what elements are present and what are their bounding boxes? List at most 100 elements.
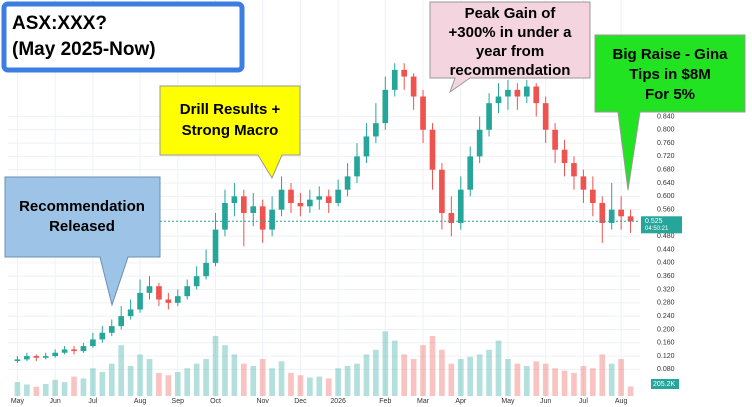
- annotations: ASX:XXX? (May 2025-Now) Recommendation R…: [1, 1, 746, 307]
- annotation-text: Peak Gain of: [465, 5, 557, 22]
- callout: [4, 176, 161, 307]
- callout: [594, 34, 746, 191]
- title: ASX:XXX?: [12, 13, 107, 34]
- candle-body: [391, 69, 398, 90]
- candle-body: [240, 196, 247, 213]
- candle-body: [61, 349, 68, 353]
- candle-body: [52, 352, 58, 357]
- volume-bar: [354, 363, 360, 396]
- candle-body: [448, 212, 455, 223]
- volume-bar: [457, 359, 464, 396]
- volume-bar: [552, 368, 558, 396]
- candle-body: [80, 346, 87, 352]
- y-tick-label: 0.400: [657, 260, 675, 267]
- candle-body: [42, 356, 49, 358]
- candle-body: [514, 89, 521, 97]
- candle-body: [146, 286, 153, 293]
- volume-bar: [61, 382, 68, 396]
- volume-bar: [269, 368, 275, 396]
- volume-bar: [514, 363, 521, 396]
- candle-body: [259, 206, 266, 230]
- candle-body: [552, 129, 558, 150]
- volume-bar: [391, 340, 398, 396]
- candle-body: [486, 103, 492, 130]
- candle-body: [325, 196, 332, 203]
- candle-body: [439, 169, 445, 213]
- candle-body: [127, 309, 134, 317]
- volume-bar: [590, 368, 596, 396]
- candle-body: [599, 202, 606, 223]
- volume-bar: [71, 376, 77, 396]
- candle-body: [542, 103, 549, 130]
- volume-bar: [259, 359, 266, 396]
- candle-body: [14, 359, 21, 362]
- countdown: 04:50:21: [645, 226, 669, 232]
- candle-body: [561, 149, 568, 164]
- volume-bar: [363, 354, 370, 396]
- candle-body: [278, 189, 285, 210]
- x-tick-label: Jun: [50, 398, 61, 405]
- volume-bar: [240, 363, 247, 396]
- candle-body: [344, 176, 351, 190]
- volume-bar: [24, 384, 30, 396]
- volume-bar: [174, 371, 181, 396]
- annotation-text: year from: [476, 43, 544, 60]
- volume-bar: [250, 365, 257, 396]
- volume-bar: [325, 378, 332, 396]
- volume-bar: [410, 359, 417, 396]
- volume-bar: [420, 345, 426, 396]
- annotation-text: Big Raise - Gina: [612, 46, 728, 63]
- y-tick-label: 0.680: [657, 167, 675, 174]
- volume-bar: [99, 371, 106, 396]
- volume-bar: [165, 375, 172, 396]
- x-tick-label: Aug: [615, 398, 628, 405]
- candle-body: [156, 286, 162, 300]
- volume-bar: [203, 359, 209, 396]
- candle-body: [222, 202, 228, 230]
- candle-body: [382, 89, 389, 124]
- annotation-text: Recommendation: [19, 198, 145, 215]
- volume-bar: [467, 356, 474, 396]
- volume-bar: [344, 365, 351, 396]
- volume-bar: [373, 349, 379, 396]
- plot-area: 0.080 0.120 0.160 0.200 0.240 0.280 0.320 0.360…: [8, 0, 682, 405]
- annotation-text: Released: [49, 218, 115, 235]
- y-tick-label: 0.480: [657, 233, 675, 240]
- volume-bar: [627, 386, 634, 396]
- volume-bar: [212, 335, 219, 396]
- candle-body: [533, 86, 540, 104]
- y-tick-label: 0.360: [657, 273, 675, 280]
- candle-body: [250, 206, 257, 213]
- volume-bar: [156, 372, 162, 396]
- x-tick-label: May: [11, 398, 25, 405]
- candle-body: [580, 176, 587, 190]
- candle-body: [108, 326, 115, 333]
- candle-body: [99, 332, 106, 340]
- volume-bar: [127, 365, 134, 396]
- volume-bar: [476, 354, 483, 396]
- y-tick-label: 0.320: [657, 286, 675, 293]
- x-tick-label: Mar: [417, 398, 430, 405]
- candle-body: [495, 96, 502, 104]
- volume-bar: [307, 377, 313, 396]
- candle-body: [335, 189, 341, 203]
- x-tick-label: Dec: [294, 398, 307, 405]
- volume-bar: [486, 349, 492, 396]
- candle-body: [457, 189, 464, 223]
- volume-bar: [571, 372, 577, 396]
- candle-body: [203, 262, 209, 277]
- candle-body: [137, 292, 143, 310]
- y-tick-label: 0.120: [657, 353, 675, 360]
- x-tick-label: Jul: [88, 398, 97, 405]
- volume-bar: [599, 354, 606, 396]
- volume-bar: [580, 365, 587, 396]
- candle-body: [354, 156, 360, 177]
- annotation-text: Tips in $8M: [629, 66, 710, 83]
- y-tick-label: 0.760: [657, 140, 675, 147]
- annotation-text: Drill Results +: [180, 101, 281, 118]
- x-tick-label: Aug: [134, 398, 147, 405]
- candle-body: [165, 299, 172, 303]
- volume-bar: [608, 363, 615, 396]
- volume-bar: [542, 363, 549, 396]
